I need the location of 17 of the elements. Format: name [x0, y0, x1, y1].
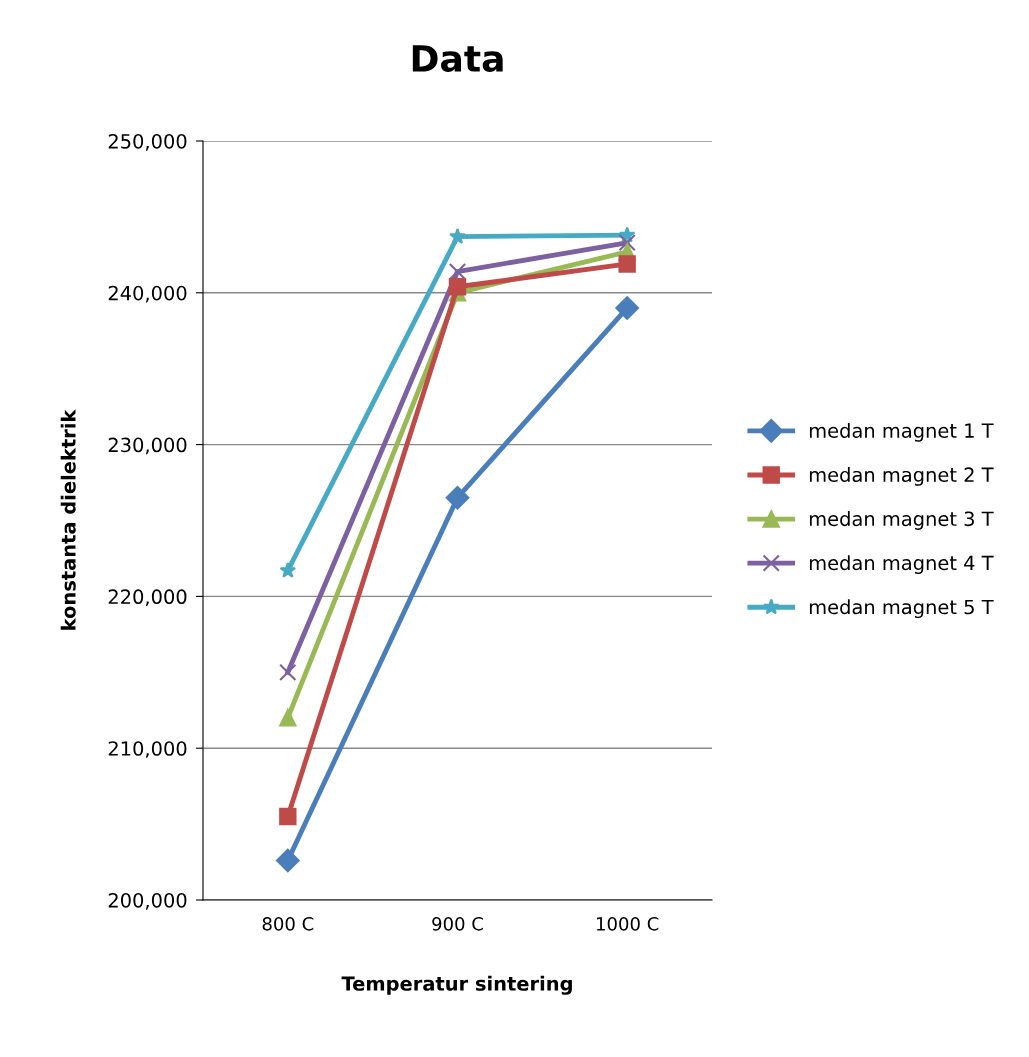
chart-title: Data [412, 45, 503, 73]
legend-label: medan magnet 5 T [809, 599, 994, 619]
legend-label: medan magnet 3 T [809, 511, 994, 530]
y-tick-label: 250,000 [108, 133, 187, 151]
legend-label: medan magnet 4 T [809, 555, 994, 575]
legend-label: medan magnet 2 T [809, 466, 994, 486]
x-tick-label: 800 C [262, 916, 314, 931]
y-tick-label: 220,000 [108, 589, 187, 607]
x-tick-label: 1000 C [597, 916, 659, 931]
y-axis-title: konstanta dielektrik [60, 409, 76, 630]
x-tick-label: 900 C [432, 916, 483, 931]
y-tick-label: 240,000 [108, 285, 187, 303]
y-tick-label: 200,000 [108, 892, 187, 910]
legend-label: medan magnet 1 T [809, 422, 994, 442]
y-tick-label: 210,000 [108, 741, 187, 758]
y-tick-label: 230,000 [108, 437, 187, 455]
x-axis-title: Temperatur sintering [341, 975, 572, 995]
